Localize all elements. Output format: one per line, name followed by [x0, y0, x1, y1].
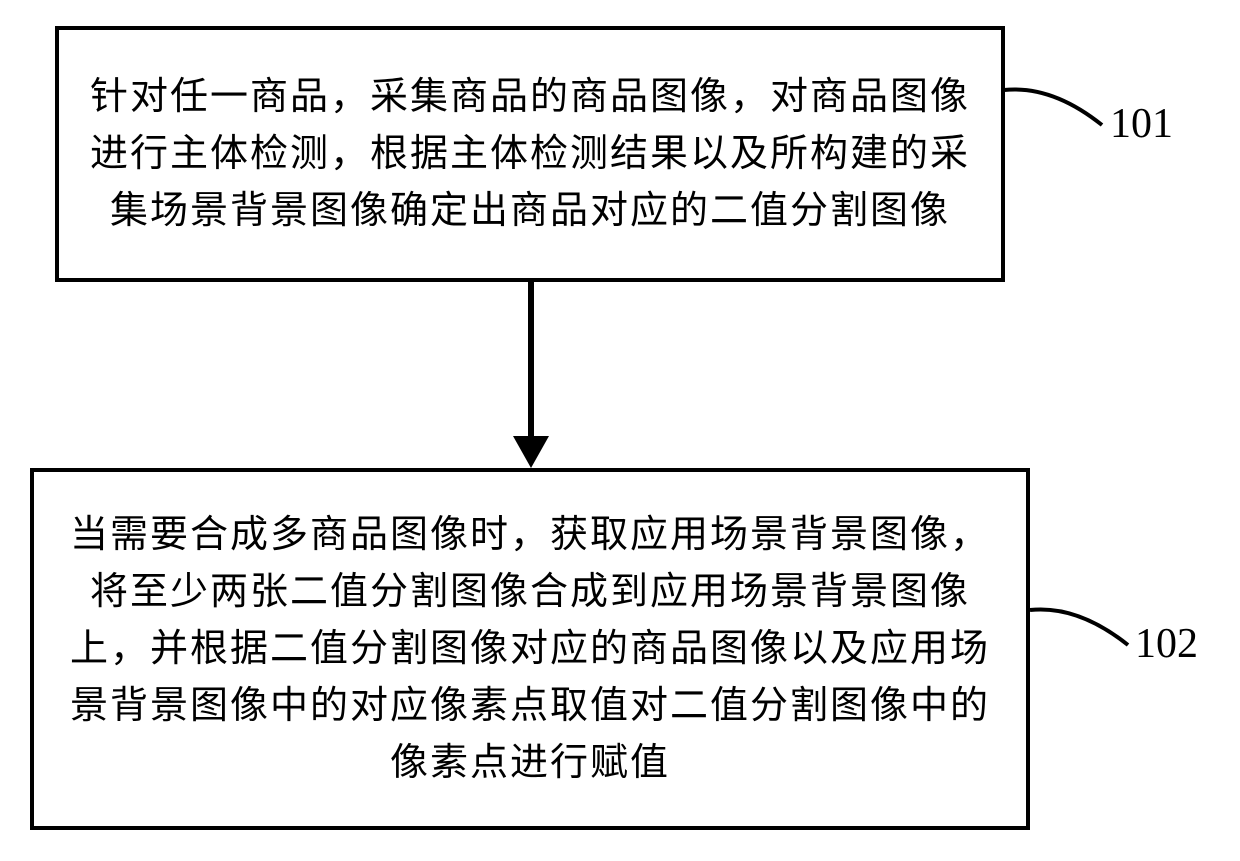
connector-102 [1028, 600, 1138, 680]
step-label-102: 102 [1135, 620, 1198, 668]
step-label-101: 101 [1110, 100, 1173, 148]
flowchart-node-102-text: 当需要合成多商品图像时，获取应用场景背景图像，将至少两张二值分割图像合成到应用场… [62, 507, 998, 792]
flowchart-node-101: 针对任一商品，采集商品的商品图像，对商品图像进行主体检测，根据主体检测结果以及所… [55, 26, 1005, 282]
flowchart-node-102: 当需要合成多商品图像时，获取应用场景背景图像，将至少两张二值分割图像合成到应用场… [30, 468, 1030, 830]
flowchart-node-101-text: 针对任一商品，采集商品的商品图像，对商品图像进行主体检测，根据主体检测结果以及所… [87, 69, 973, 240]
flowchart-edge-arrow-line [528, 282, 534, 442]
flowchart-edge-arrow-head [513, 436, 549, 468]
connector-101 [1002, 80, 1112, 160]
